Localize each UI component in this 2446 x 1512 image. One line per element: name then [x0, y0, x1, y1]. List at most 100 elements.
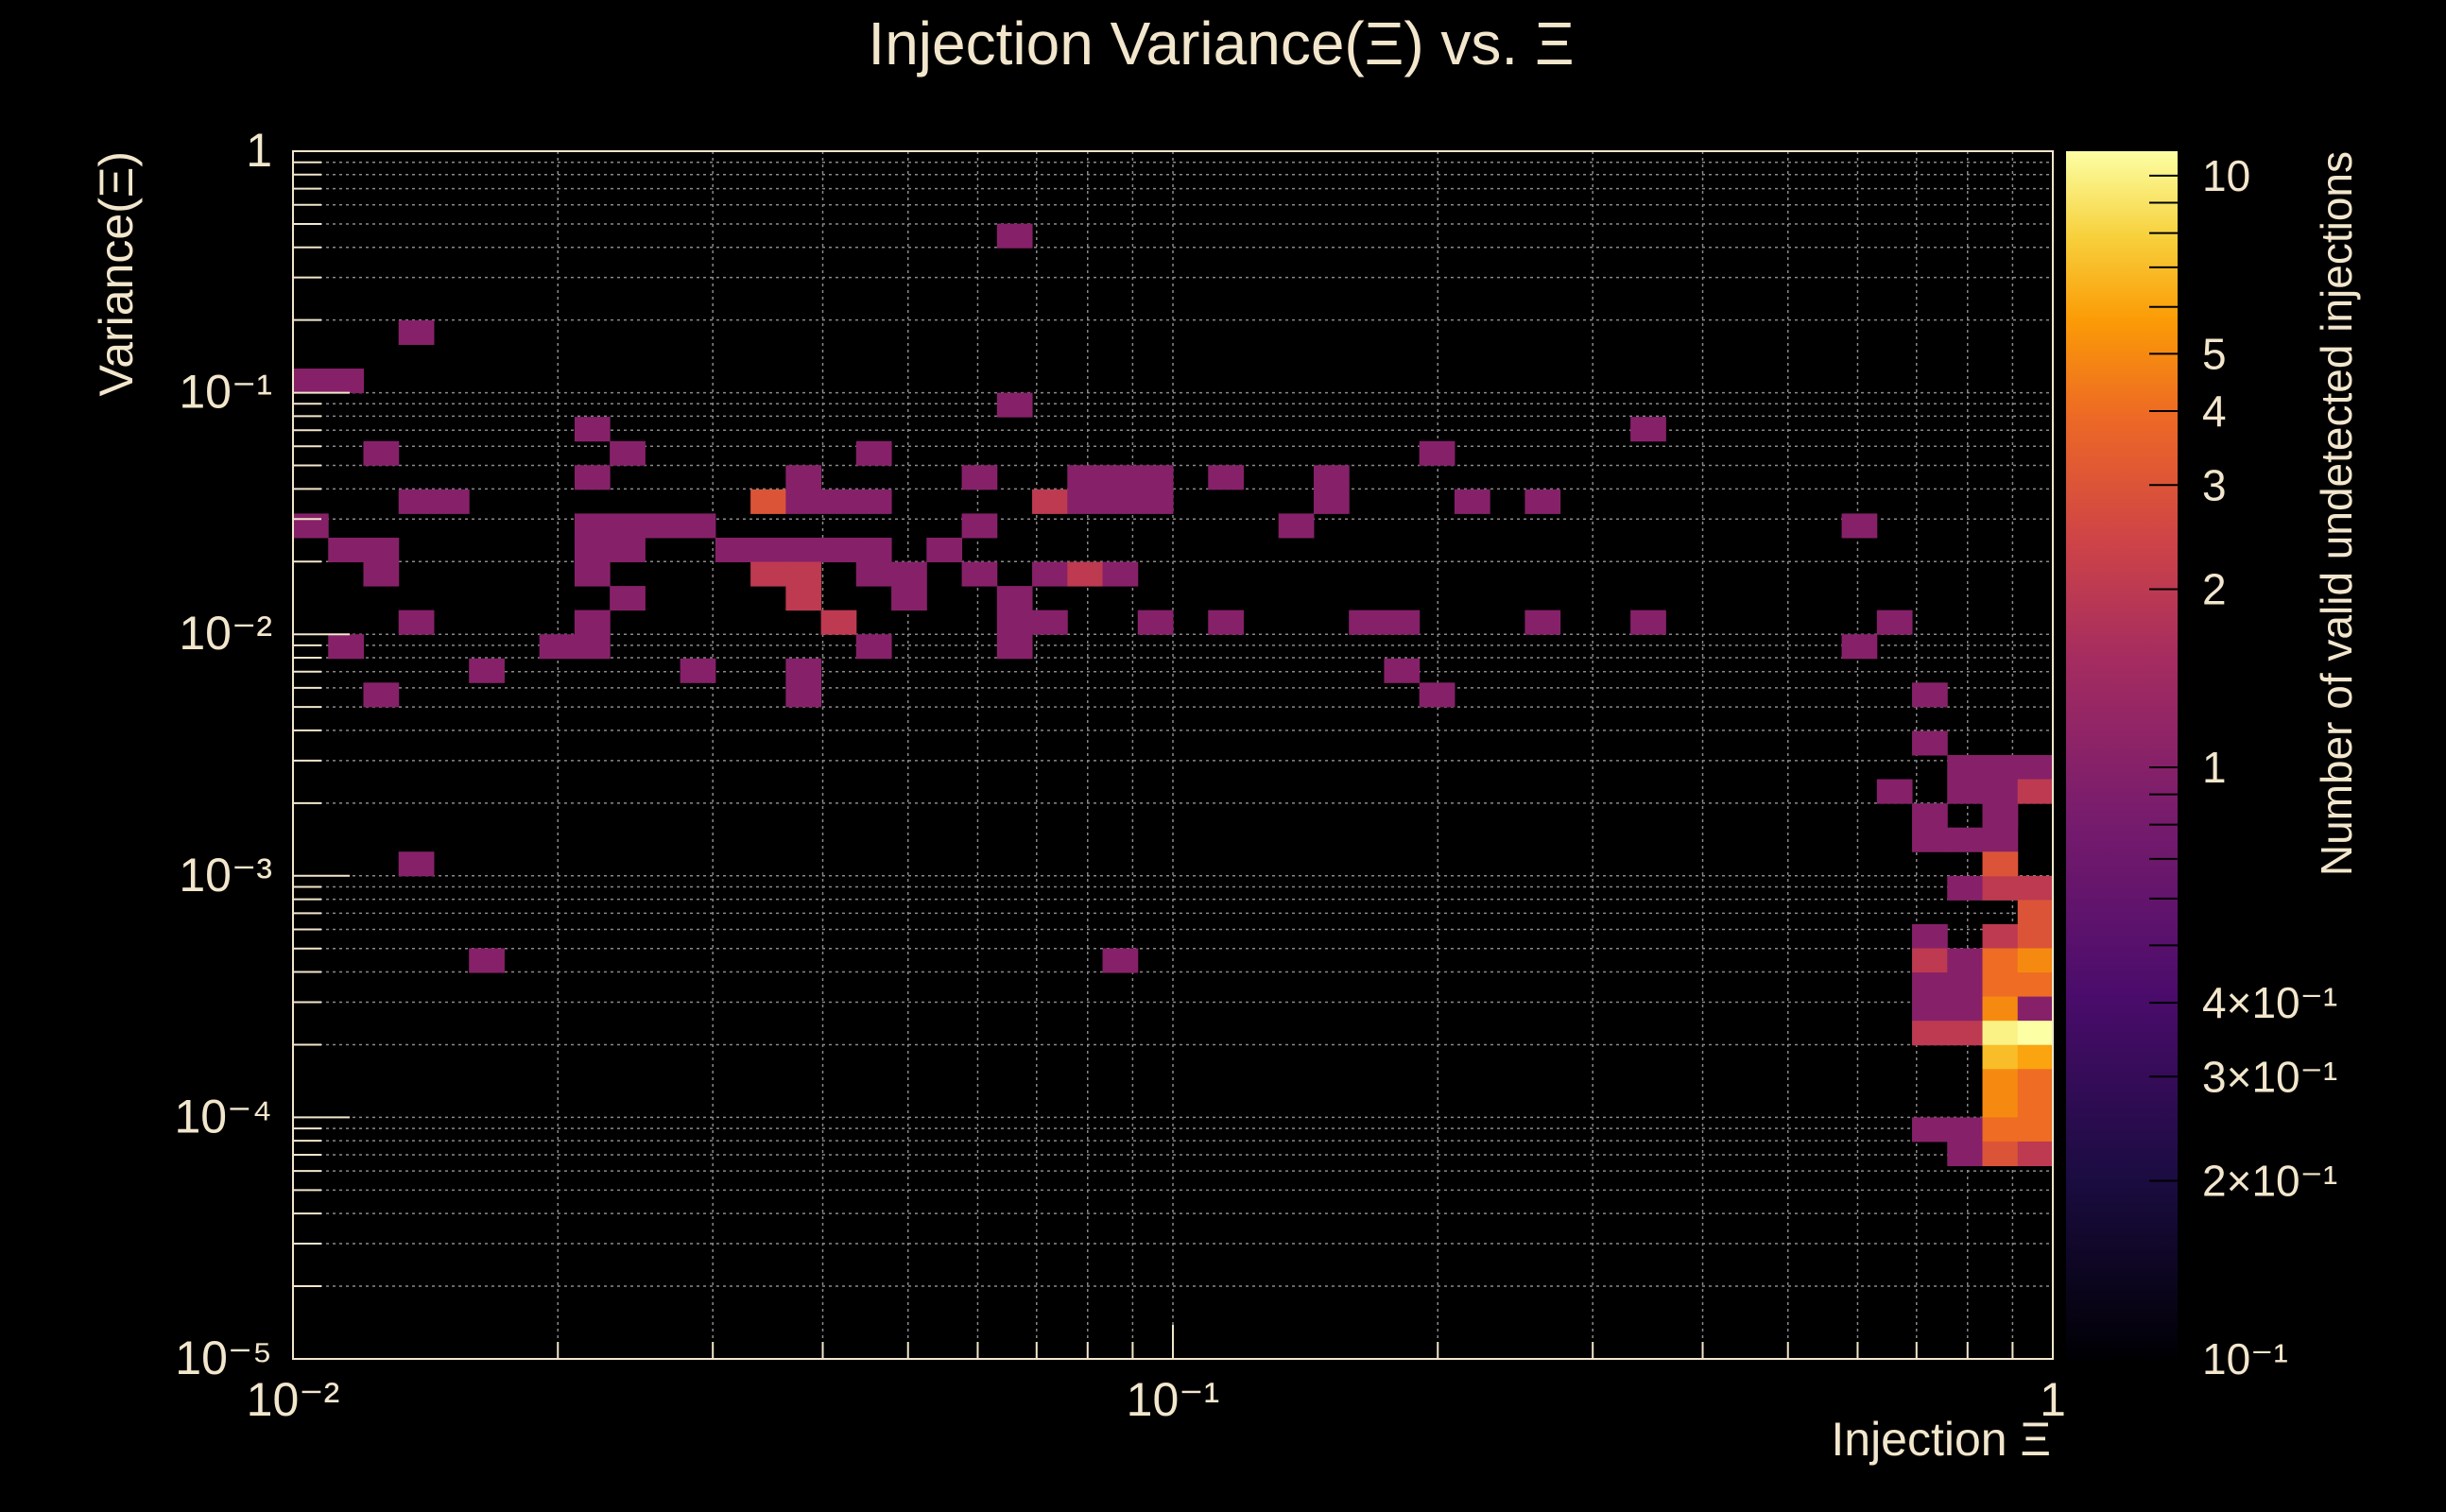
- heatmap-cell: [1067, 465, 1104, 490]
- heatmap-cell: [539, 634, 576, 660]
- heatmap-cells: [293, 223, 2054, 1167]
- heatmap-cell: [469, 658, 505, 683]
- heatmap-cell: [1102, 948, 1139, 973]
- y-tick-label: 1: [246, 124, 272, 177]
- heatmap-cell: [1947, 779, 1984, 804]
- heatmap-cell: [1947, 827, 1984, 852]
- heatmap-cell: [398, 851, 435, 877]
- color-scale-tick-label: 3: [2202, 460, 2227, 509]
- heatmap-cell: [996, 634, 1033, 660]
- heatmap-cell: [1947, 948, 1984, 973]
- heatmap-cell: [1982, 875, 2019, 901]
- heatmap-cell: [996, 223, 1033, 249]
- x-tick-label: 1: [2040, 1373, 2066, 1426]
- heatmap-cell: [1102, 465, 1139, 490]
- heatmap-cell: [398, 610, 435, 635]
- heatmap-cell: [891, 586, 927, 611]
- heatmap-cell: [1313, 465, 1350, 490]
- heatmap-cell: [1524, 489, 1561, 514]
- heatmap-cell: [1982, 1069, 2019, 1094]
- heatmap-cell: [574, 610, 611, 635]
- heatmap-cell: [820, 489, 857, 514]
- heatmap-cell: [610, 537, 646, 563]
- heatmap-cell: [680, 513, 716, 539]
- heatmap-cell: [961, 465, 998, 490]
- heatmap-cell: [1137, 610, 1174, 635]
- heatmap-cell: [645, 513, 681, 539]
- heatmap-cell: [1208, 465, 1244, 490]
- heatmap-cell: [785, 489, 822, 514]
- heatmap-cell: [1419, 440, 1456, 466]
- heatmap-cell: [855, 537, 892, 563]
- heatmap-cell: [2017, 875, 2054, 901]
- y-tick-label: 10⁻²: [179, 607, 272, 660]
- heatmap-cell: [1384, 610, 1421, 635]
- heatmap-cell: [1947, 972, 1984, 998]
- color-scale-tick-label: 2: [2202, 564, 2227, 613]
- heatmap-cell: [1102, 489, 1139, 514]
- heatmap-cell: [996, 610, 1033, 635]
- heatmap-cell: [1208, 610, 1244, 635]
- heatmap-cell: [1912, 730, 1948, 756]
- heatmap-cell: [1137, 465, 1174, 490]
- heatmap-cell: [1982, 803, 2019, 829]
- heatmap-cell: [1912, 682, 1948, 708]
- heatmap-cell: [1419, 682, 1456, 708]
- heatmap-cell: [1982, 1117, 2019, 1143]
- color-scale-tick-label: 3×10⁻¹: [2202, 1052, 2337, 1101]
- heatmap-cell: [855, 634, 892, 660]
- heatmap-cell: [1947, 755, 1984, 781]
- y-tick-label: 10⁻⁵: [175, 1332, 272, 1384]
- heatmap-cell: [398, 319, 435, 345]
- heatmap-cell: [574, 561, 611, 587]
- heatmap-cell: [750, 561, 786, 587]
- heatmap-cell: [1067, 561, 1104, 587]
- heatmap-cell: [1912, 948, 1948, 973]
- heatmap-cell: [2017, 1021, 2054, 1046]
- heatmap-cell: [574, 417, 611, 442]
- heatmap-cell: [1982, 755, 2019, 781]
- heatmap-cell: [961, 513, 998, 539]
- y-tick-label: 10⁻³: [179, 849, 272, 902]
- x-tick-label: 10⁻²: [247, 1373, 340, 1426]
- heatmap-cell: [1947, 1117, 1984, 1143]
- heatmap-cell: [1982, 1141, 2019, 1167]
- heatmap-cell: [574, 465, 611, 490]
- heatmap-cell: [2017, 1141, 2054, 1167]
- heatmap-cell: [1982, 996, 2019, 1022]
- heatmap-cell: [1982, 972, 2019, 998]
- heatmap-cell: [785, 537, 822, 563]
- heatmap-cell: [1947, 996, 1984, 1022]
- heatmap-cell: [328, 537, 364, 563]
- heatmap-cell: [855, 561, 892, 587]
- heatmap-cell: [328, 634, 364, 660]
- color-scale-tick-label: 5: [2202, 329, 2227, 378]
- heatmap-cell: [2017, 1044, 2054, 1070]
- heatmap-cell: [785, 586, 822, 611]
- chart-title: Injection Variance(Ξ) vs. Ξ: [868, 9, 1574, 77]
- heatmap-cell: [1876, 610, 1913, 635]
- heatmap-cell: [2017, 948, 2054, 973]
- x-tick-label: 10⁻¹: [1127, 1373, 1220, 1426]
- heatmap-cell: [1982, 923, 2019, 949]
- heatmap-cell: [2017, 900, 2054, 925]
- heatmap-cell: [1032, 610, 1068, 635]
- heatmap-cell: [785, 561, 822, 587]
- heatmap-cell: [1876, 779, 1913, 804]
- color-scale-label: Number of valid undetected injections: [2312, 151, 2361, 876]
- heatmap-cell: [1912, 827, 1948, 852]
- heatmap-cell: [1278, 513, 1315, 539]
- heatmap-cell: [2017, 1117, 2054, 1143]
- heatmap-cell: [1982, 779, 2019, 804]
- heatmap-cell: [574, 537, 611, 563]
- heatmap-cell: [574, 634, 611, 660]
- heatmap-cell: [996, 586, 1033, 611]
- heatmap-cell: [433, 489, 470, 514]
- heatmap-cell: [820, 610, 857, 635]
- heatmap-cell: [293, 513, 329, 539]
- heatmap-cell: [1841, 513, 1878, 539]
- heatmap-cell: [2017, 1092, 2054, 1118]
- heatmap-cell: [785, 658, 822, 683]
- heatmap-cell: [293, 369, 329, 394]
